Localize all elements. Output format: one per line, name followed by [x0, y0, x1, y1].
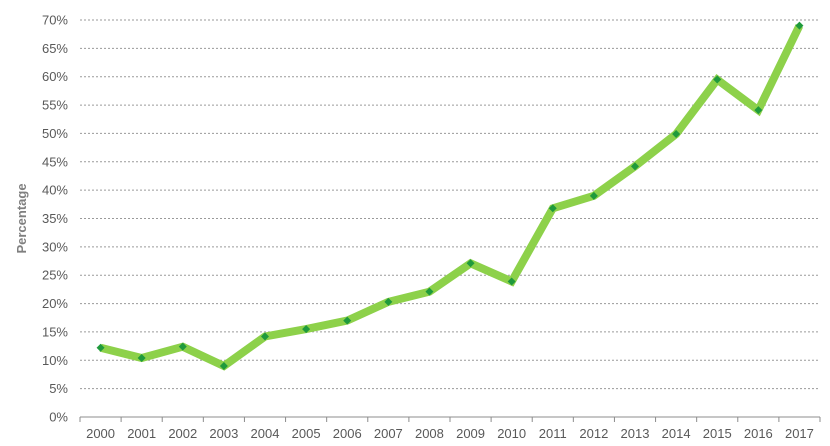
x-tick-label: 2015 — [703, 426, 732, 441]
x-tick-label: 2008 — [415, 426, 444, 441]
y-tick-label: 0% — [49, 410, 68, 425]
x-tick-label: 2010 — [497, 426, 526, 441]
x-tick-label: 2011 — [539, 426, 567, 441]
x-tick-label: 2014 — [662, 426, 691, 441]
y-tick-label: 15% — [42, 324, 68, 339]
x-tick-label: 2002 — [168, 426, 197, 441]
y-axis-title: Percentage — [14, 183, 29, 253]
gridlines — [80, 20, 820, 389]
x-tick-label: 2006 — [333, 426, 362, 441]
x-tick-label: 2017 — [785, 426, 814, 441]
y-tick-label: 35% — [42, 211, 68, 226]
y-tick-label: 10% — [42, 353, 68, 368]
x-tick-label: 2005 — [292, 426, 321, 441]
y-tick-labels: 0% 5% 10% 15% 20% 25% 30% 35% 40% 45% 50% 55% 60% 65%… — [42, 13, 68, 425]
x-tick-label: 2012 — [579, 426, 608, 441]
x-tick-label: 2007 — [374, 426, 403, 441]
y-tick-label: 65% — [42, 41, 68, 56]
x-tick-label: 2000 — [86, 426, 115, 441]
y-tick-label: 20% — [42, 296, 68, 311]
x-tick-label: 2004 — [251, 426, 280, 441]
x-tick-label: 2009 — [456, 426, 485, 441]
y-tick-label: 40% — [42, 183, 68, 198]
y-tick-label: 60% — [42, 69, 68, 84]
x-tick-label: 2013 — [621, 426, 650, 441]
x-tick-label: 2016 — [744, 426, 773, 441]
y-tick-label: 55% — [42, 98, 68, 113]
y-tick-label: 5% — [49, 381, 68, 396]
x-tick-label: 2003 — [209, 426, 238, 441]
y-tick-label: 45% — [42, 154, 68, 169]
data-point-markers — [97, 22, 804, 370]
x-tick-label: 2001 — [127, 426, 156, 441]
x-axis: 2000 2001 2002 2003 2004 2005 2006 2007 2008 2009… — [80, 417, 820, 441]
y-tick-label: 30% — [42, 239, 68, 254]
y-tick-label: 50% — [42, 126, 68, 141]
y-tick-label: 70% — [42, 13, 68, 28]
y-tick-label: 25% — [42, 268, 68, 283]
